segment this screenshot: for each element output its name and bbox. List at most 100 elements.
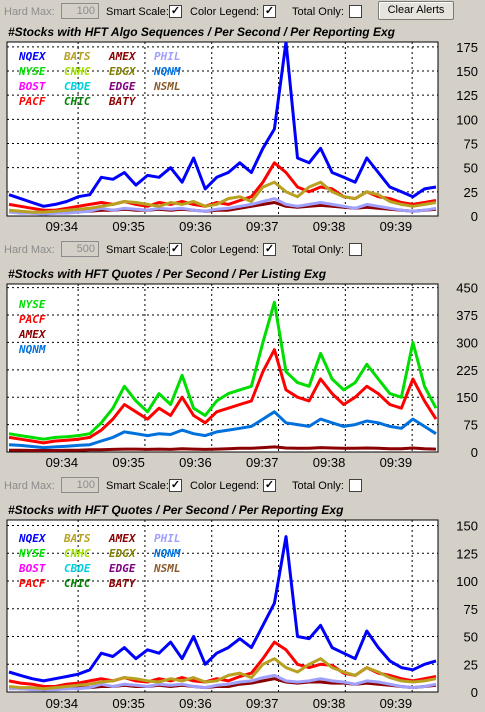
legend-item-nqnm: NQNM <box>153 547 181 560</box>
x-tick-label: 09:39 <box>380 455 413 470</box>
legend-item-bats: BATS <box>63 50 91 63</box>
total-only-checkbox[interactable] <box>349 479 362 492</box>
y-tick-label: 225 <box>456 363 478 378</box>
legend-item-phil: PHIL <box>154 50 181 63</box>
legend-item-baty: BATY <box>108 577 137 590</box>
legend-item-amex: AMEX <box>108 532 137 545</box>
clear-alerts-button[interactable]: Clear Alerts <box>378 1 454 20</box>
y-tick-label: 150 <box>456 519 478 534</box>
x-tick-label: 09:35 <box>112 696 145 711</box>
legend-item-nsml: NSML <box>153 562 181 575</box>
x-tick-label: 09:39 <box>380 696 413 711</box>
plot-area <box>6 283 439 453</box>
legend-item-nyse: NYSE <box>18 298 46 311</box>
total-only-checkbox[interactable] <box>349 5 362 18</box>
series-line-bats <box>8 180 437 214</box>
series-line-pacf <box>8 348 438 445</box>
y-tick-label: 100 <box>456 112 478 127</box>
x-tick-label: 09:34 <box>46 219 79 234</box>
smart-scale-label: Smart Scale: <box>106 244 169 256</box>
color-legend-checkbox[interactable]: ✓ <box>263 5 276 18</box>
legend-item-edge: EDGE <box>109 562 136 575</box>
series-line-nyse <box>8 300 438 441</box>
legend-item-pacf: PACF <box>19 577 46 590</box>
series-line-nqex <box>8 535 437 683</box>
legend-item-amex: AMEX <box>108 50 137 63</box>
legend-item-amex: AMEX <box>18 328 47 341</box>
color-legend-label: Color Legend: <box>190 480 260 492</box>
smart-scale-checkbox[interactable]: ✓ <box>169 243 182 256</box>
total-only-label: Total Only: <box>292 6 344 18</box>
y-tick-label: 0 <box>471 209 478 224</box>
legend-item-nqex: NQEX <box>18 532 47 545</box>
y-tick-label: 75 <box>464 418 478 433</box>
hard-max-field[interactable]: 500 <box>61 241 99 257</box>
hard-max-field[interactable]: 100 <box>61 3 99 19</box>
y-tick-label: 25 <box>464 657 478 672</box>
y-tick-label: 75 <box>464 137 478 152</box>
smart-scale-checkbox[interactable]: ✓ <box>169 5 182 18</box>
smart-scale-label: Smart Scale: <box>106 480 169 492</box>
series-line-amex <box>9 445 437 452</box>
legend-item-edgx: EDGX <box>109 547 137 560</box>
y-tick-label: 0 <box>471 685 478 700</box>
total-only-checkbox[interactable] <box>349 243 362 256</box>
legend-item-cnhc: CNHC <box>64 547 91 560</box>
x-tick-label: 09:37 <box>246 696 279 711</box>
x-tick-label: 09:36 <box>179 219 212 234</box>
legend-item-cboe: CBOE <box>64 562 91 575</box>
color-legend-label: Color Legend: <box>190 6 260 18</box>
legend-item-bats: BATS <box>63 532 91 545</box>
toolbar-top: Hard Max: 100 Smart Scale: ✓ Color Legen… <box>0 0 485 24</box>
legend-item-nyse: NYSE <box>18 547 46 560</box>
y-tick-label: 150 <box>456 64 478 79</box>
x-tick-label: 09:38 <box>313 219 346 234</box>
legend-item-bost: BOST <box>18 80 46 93</box>
y-tick-label: 125 <box>456 88 478 103</box>
y-tick-label: 25 <box>464 185 478 200</box>
x-tick-label: 09:35 <box>112 219 145 234</box>
x-tick-label: 09:34 <box>46 455 79 470</box>
legend-item-cboe: CBOE <box>64 80 91 93</box>
series-line-nqnm <box>8 410 437 450</box>
legend-item-chic: CHIC <box>64 95 91 108</box>
smart-scale-checkbox[interactable]: ✓ <box>169 479 182 492</box>
legend-item-nyse: NYSE <box>18 65 46 78</box>
total-only-label: Total Only: <box>292 480 344 492</box>
y-tick-label: 150 <box>456 390 478 405</box>
legend-item-bost: BOST <box>18 562 46 575</box>
chart-svg-3: 0 25 50 75 100 125 150 09:34 09:35 09:36 09:37 09:3… <box>6 519 478 711</box>
smart-scale-label: Smart Scale: <box>106 6 169 18</box>
x-tick-label: 09:36 <box>179 455 212 470</box>
y-tick-label: 300 <box>456 335 478 350</box>
color-legend-checkbox[interactable]: ✓ <box>263 479 276 492</box>
chart-title-1: #Stocks with HFT Algo Sequences / Per Se… <box>8 25 395 39</box>
series-line-nqex <box>8 42 437 208</box>
plot-area <box>6 519 439 693</box>
hard-max-field[interactable]: 100 <box>61 477 99 493</box>
y-tick-label: 0 <box>471 445 478 460</box>
legend-item-pacf: PACF <box>19 313 46 326</box>
x-tick-label: 09:38 <box>313 455 346 470</box>
chart-panel-1: #Stocks with HFT Algo Sequences / Per Se… <box>3 24 482 238</box>
series-line-bats <box>8 657 437 691</box>
total-only-label: Total Only: <box>292 244 344 256</box>
color-legend-label: Color Legend: <box>190 244 260 256</box>
hard-max-label: Hard Max: <box>4 480 55 492</box>
series-line-phil <box>9 673 437 692</box>
series-line-phil <box>8 197 437 216</box>
x-tick-label: 09:36 <box>179 696 212 711</box>
y-tick-label: 50 <box>464 161 478 176</box>
legend-item-phil: PHIL <box>154 532 181 545</box>
chart-svg-1: 0 25 50 75 100 125 150 175 09:34 09:35 09:36 09:37 0… <box>6 40 478 234</box>
y-tick-label: 100 <box>456 574 478 589</box>
y-tick-label: 175 <box>456 40 478 55</box>
chart-title-2: #Stocks with HFT Quotes / Per Second / P… <box>8 267 327 281</box>
y-tick-label: 125 <box>456 546 478 561</box>
legend-item-nsml: NSML <box>153 80 181 93</box>
color-legend-checkbox[interactable]: ✓ <box>263 243 276 256</box>
legend-item-nqex: NQEX <box>18 50 47 63</box>
chart-title-3: #Stocks with HFT Quotes / Per Second / P… <box>8 503 344 517</box>
toolbar-2: Hard Max: 500 Smart Scale: ✓ Color Legen… <box>0 238 485 262</box>
legend-item-edge: EDGE <box>109 80 136 93</box>
